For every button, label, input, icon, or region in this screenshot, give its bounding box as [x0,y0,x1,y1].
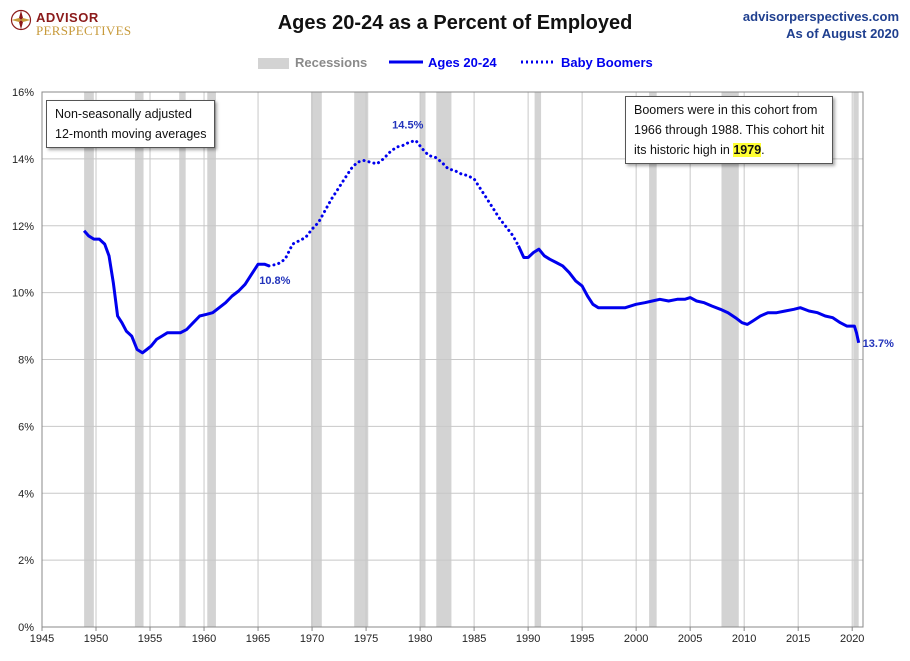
x-tick-label: 1980 [408,633,432,645]
x-tick-label: 1985 [462,633,486,645]
legend-label-ages: Ages 20-24 [428,55,497,70]
recession-swatch [258,58,289,69]
source-block: advisorperspectives.com As of August 202… [743,8,899,42]
x-tick-label: 1960 [192,633,216,645]
boomer-note-text: its historic high in [634,143,734,157]
boomer-note-line: its historic high in 1979. [634,140,824,160]
logo-wordmark-bottom: PERSPECTIVES [36,23,132,38]
solid-line-swatch [389,60,423,64]
x-tick-label: 2010 [732,633,756,645]
data-label-peak: 14.5% [392,119,423,131]
ages-20-24-line [517,245,861,344]
boomer-note-line: 1966 through 1988. This cohort hit [634,123,825,137]
y-tick-label: 14% [12,154,34,166]
compass-rose-icon [10,9,32,31]
y-tick-label: 8% [18,355,34,367]
x-tick-label: 1995 [570,633,594,645]
logo-wordmark-top: ADVISOR [36,10,99,25]
y-tick-label: 6% [18,421,34,433]
boomer-note: Boomers were in this cohort from 1966 th… [625,96,834,164]
source-site: advisorperspectives.com [742,9,899,24]
chart-legend: Recessions Ages 20-24 Baby Boomers [0,54,910,72]
y-tick-label: 16% [12,87,34,99]
boomer-note-period: . [761,143,765,157]
ages-20-24-line [82,229,270,355]
y-tick-label: 0% [18,622,34,634]
boomer-note-line: Boomers were in this cohort from [634,103,818,117]
method-note-line: 12-month moving averages [55,127,207,141]
x-tick-label: 2020 [840,633,864,645]
highlight-year: 1979 [733,143,762,157]
y-tick-label: 12% [12,221,34,233]
y-tick-label: 10% [12,288,34,300]
legend-label-recessions: Recessions [295,55,368,70]
x-tick-label: 2005 [678,633,702,645]
x-tick-label: 1945 [30,633,54,645]
x-tick-label: 1970 [300,633,324,645]
method-note-line: Non-seasonally adjusted [55,107,192,121]
legend-label-boomers: Baby Boomers [561,55,653,70]
x-tick-label: 1950 [84,633,108,645]
y-tick-label: 4% [18,488,34,500]
x-tick-label: 2015 [786,633,810,645]
method-note: Non-seasonally adjusted 12-month moving … [46,100,216,148]
x-tick-label: 1955 [138,633,162,645]
chart-title: Ages 20-24 as a Percent of Employed [277,12,633,34]
data-label-1966: 10.8% [259,275,290,287]
plot-border [41,91,864,628]
x-tick-label: 1990 [516,633,540,645]
as-of-date: As of August 2020 [786,26,899,41]
x-tick-label: 1965 [246,633,270,645]
y-tick-label: 2% [18,555,34,567]
x-tick-label: 2000 [624,633,648,645]
x-tick-label: 1975 [354,633,378,645]
dotted-line-swatch [521,60,554,64]
data-label-latest: 13.7% [863,338,894,350]
brand-logo: ADVISOR PERSPECTIVES [10,8,150,38]
